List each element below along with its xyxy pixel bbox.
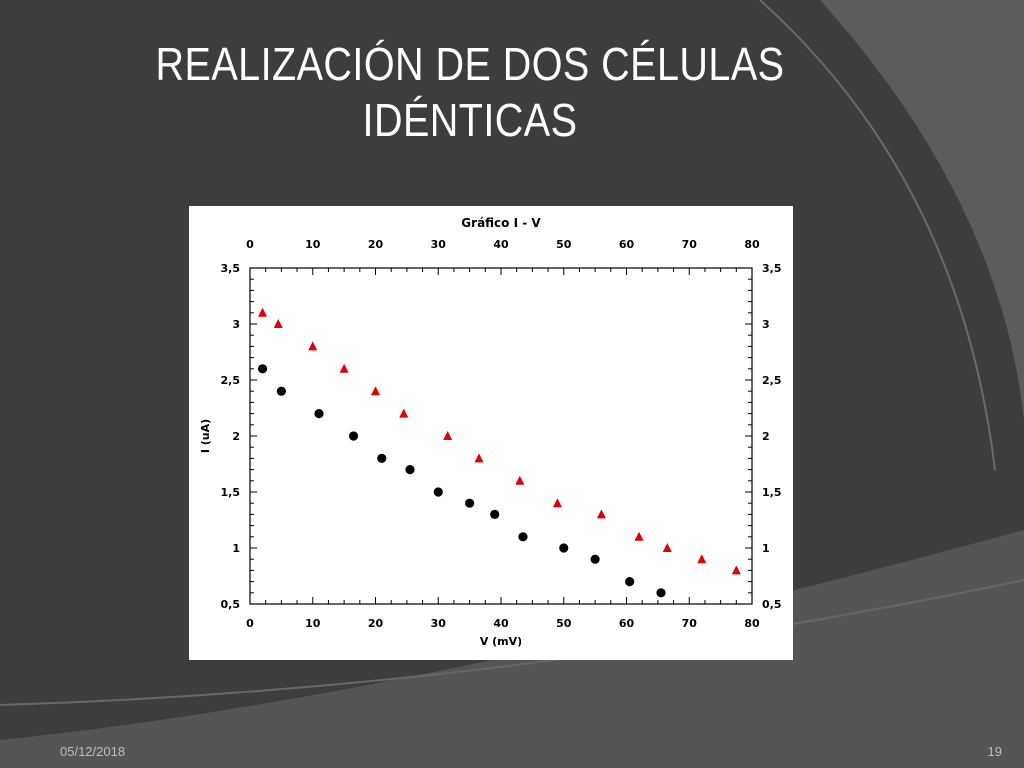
x-tick-label-top: 0 (246, 238, 254, 251)
x-tick-label-bottom: 40 (493, 617, 509, 630)
y-tick-label-right: 1,5 (762, 486, 782, 499)
x-tick-label-bottom: 30 (431, 617, 447, 630)
data-point-triangle (515, 475, 525, 485)
data-point-circle (348, 431, 359, 441)
data-point-circle (433, 487, 443, 497)
x-tick-label-top: 10 (305, 238, 321, 251)
decorative-arc-outline (759, 0, 996, 471)
data-point-triangle (258, 307, 268, 317)
y-tick-label-left: 0,5 (221, 598, 241, 611)
slide-title: REALIZACIÓN DE DOS CÉLULAS IDÉNTICAS (100, 36, 840, 148)
decorative-curve-bottom (0, 579, 1024, 706)
x-tick-label-top: 30 (431, 238, 447, 251)
x-tick-label-bottom: 20 (368, 617, 384, 630)
y-tick-label-right: 3 (762, 318, 770, 331)
footer-page-number: 19 (987, 744, 1002, 759)
data-point-circle (405, 465, 415, 475)
y-tick-label-left: 3,5 (221, 262, 241, 275)
y-tick-label-left: 2,5 (221, 374, 241, 387)
data-point-triangle (634, 531, 644, 541)
y-tick-label-right: 0,5 (762, 598, 782, 611)
chart-title: Gráfico I - V (461, 216, 541, 230)
data-point-triangle (273, 319, 283, 328)
data-point-triangle (596, 509, 606, 519)
y-tick-label-right: 3,5 (762, 262, 782, 275)
y-tick-label-left: 1,5 (221, 486, 241, 499)
x-tick-label-top: 70 (682, 238, 698, 251)
x-tick-label-bottom: 10 (305, 617, 321, 630)
data-point-circle (257, 364, 268, 374)
x-tick-label-bottom: 80 (744, 617, 760, 630)
plot-frame (249, 267, 753, 605)
x-tick-label-top: 40 (493, 238, 509, 251)
iv-chart: Gráfico I - V 0 0 10 10 20 20 30 30 40 40 50 50 60 60 7… (199, 216, 782, 648)
x-tick-label-bottom: 60 (619, 617, 635, 630)
data-point-triangle (697, 554, 707, 564)
data-point-triangle (339, 363, 349, 373)
data-point-circle (465, 498, 475, 508)
x-axis-label: V (mV) (480, 635, 522, 648)
data-point-triangle (731, 565, 741, 575)
y-axis-label: I (uA) (199, 419, 212, 453)
data-point-circle (276, 386, 286, 396)
x-tick-label-bottom: 0 (246, 617, 254, 630)
x-tick-label-bottom: 50 (556, 617, 572, 630)
y-tick-label-right: 1 (762, 542, 770, 555)
y-tick-label-right: 2,5 (762, 374, 782, 387)
data-point-triangle (308, 341, 318, 351)
data-point-circle (656, 588, 666, 598)
data-point-circle (625, 577, 635, 587)
chart-image: Gráfico I - V 0 0 10 10 20 20 30 30 40 40 50 50 60 60 7… (189, 206, 793, 660)
data-point-circle (559, 543, 569, 553)
x-tick-label-top: 20 (368, 238, 384, 251)
data-point-circle (377, 453, 387, 463)
y-tick-label-left: 1 (232, 542, 240, 555)
footer-date: 05/12/2018 (60, 744, 126, 759)
x-tick-label-top: 80 (744, 238, 760, 251)
data-point-triangle (399, 408, 409, 418)
data-point-triangle (371, 386, 380, 396)
slide-title-line-1: REALIZACIÓN DE DOS CÉLULAS (155, 38, 785, 90)
data-point-circle (314, 409, 324, 419)
decorative-band-bottom (0, 530, 1024, 768)
decorative-arc-large (820, 0, 1024, 420)
data-point-triangle (552, 498, 562, 508)
y-tick-label-right: 2 (762, 430, 770, 443)
data-point-circle (590, 554, 600, 564)
x-tick-label-top: 60 (619, 238, 635, 251)
slide-title-line-2: IDÉNTICAS (362, 94, 578, 146)
data-point-triangle (443, 431, 453, 440)
data-point-circle (518, 532, 528, 542)
y-tick-label-left: 3 (232, 318, 240, 331)
x-tick-label-top: 50 (556, 238, 572, 251)
x-tick-label-bottom: 70 (682, 617, 698, 630)
data-point-circle (490, 509, 500, 519)
data-point-triangle (662, 543, 672, 552)
y-tick-label-left: 2 (232, 430, 240, 443)
data-point-triangle (474, 453, 484, 463)
